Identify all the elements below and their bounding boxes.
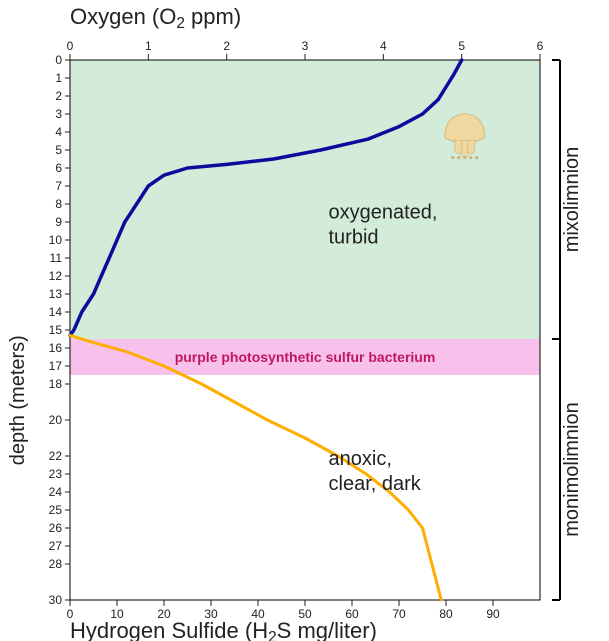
left-tick-label: 22 — [49, 449, 63, 463]
left-tick-label: 8 — [55, 197, 62, 211]
left-tick-label: 10 — [49, 233, 63, 247]
left-tick-label: 1 — [55, 71, 62, 85]
left-tick-label: 25 — [49, 503, 63, 517]
left-tick-label: 3 — [55, 107, 62, 121]
label-oxygenated-line2: turbid — [329, 227, 379, 249]
top-tick-label: 1 — [145, 39, 152, 53]
left-tick-label: 16 — [49, 341, 63, 355]
bottom-tick-label: 70 — [392, 607, 406, 621]
left-tick-label: 17 — [49, 359, 63, 373]
left-tick-label: 4 — [55, 125, 62, 139]
left-tick-label: 30 — [49, 593, 63, 607]
label-anoxic-line1: anoxic, — [329, 448, 392, 470]
left-tick-label: 12 — [49, 269, 63, 283]
left-axis-title: depth (meters) — [7, 335, 29, 465]
label-anoxic-line2: clear, dark — [329, 473, 422, 495]
left-tick-label: 2 — [55, 89, 62, 103]
left-tick-label: 23 — [49, 467, 63, 481]
top-tick-label: 4 — [380, 39, 387, 53]
left-tick-label: 0 — [55, 53, 62, 67]
left-tick-label: 18 — [49, 377, 63, 391]
top-tick-label: 5 — [458, 39, 465, 53]
left-tick-label: 5 — [55, 143, 62, 157]
left-tick-label: 20 — [49, 413, 63, 427]
bottom-tick-label: 90 — [486, 607, 500, 621]
left-tick-label: 6 — [55, 161, 62, 175]
top-tick-label: 6 — [537, 39, 544, 53]
bottom-tick-label: 80 — [439, 607, 453, 621]
top-tick-label: 0 — [67, 39, 74, 53]
mixolimnion-label: mixolimnion — [561, 147, 583, 253]
left-tick-label: 13 — [49, 287, 63, 301]
left-tick-label: 27 — [49, 539, 63, 553]
label-bacterium: purple photosynthetic sulfur bacterium — [175, 349, 436, 365]
left-tick-label: 15 — [49, 323, 63, 337]
left-tick-label: 26 — [49, 521, 63, 535]
monimolimnion-label: monimolimnion — [561, 402, 583, 537]
label-oxygenated-line1: oxygenated, — [329, 201, 438, 223]
left-tick-label: 24 — [49, 485, 63, 499]
left-tick-label: 28 — [49, 557, 63, 571]
left-tick-label: 7 — [55, 179, 62, 193]
depth-profile-chart: 0123456Oxygen (O2 ppm)010203040506070809… — [0, 0, 609, 641]
top-axis-title: Oxygen (O2 ppm) — [70, 4, 241, 32]
bottom-axis-title: Hydrogen Sulfide (H2S mg/liter) — [70, 618, 377, 641]
monimolimnion-bg — [70, 375, 540, 600]
left-tick-label: 9 — [55, 215, 62, 229]
top-tick-label: 3 — [302, 39, 309, 53]
top-tick-label: 2 — [223, 39, 230, 53]
left-tick-label: 11 — [50, 251, 63, 265]
left-tick-label: 14 — [49, 305, 63, 319]
